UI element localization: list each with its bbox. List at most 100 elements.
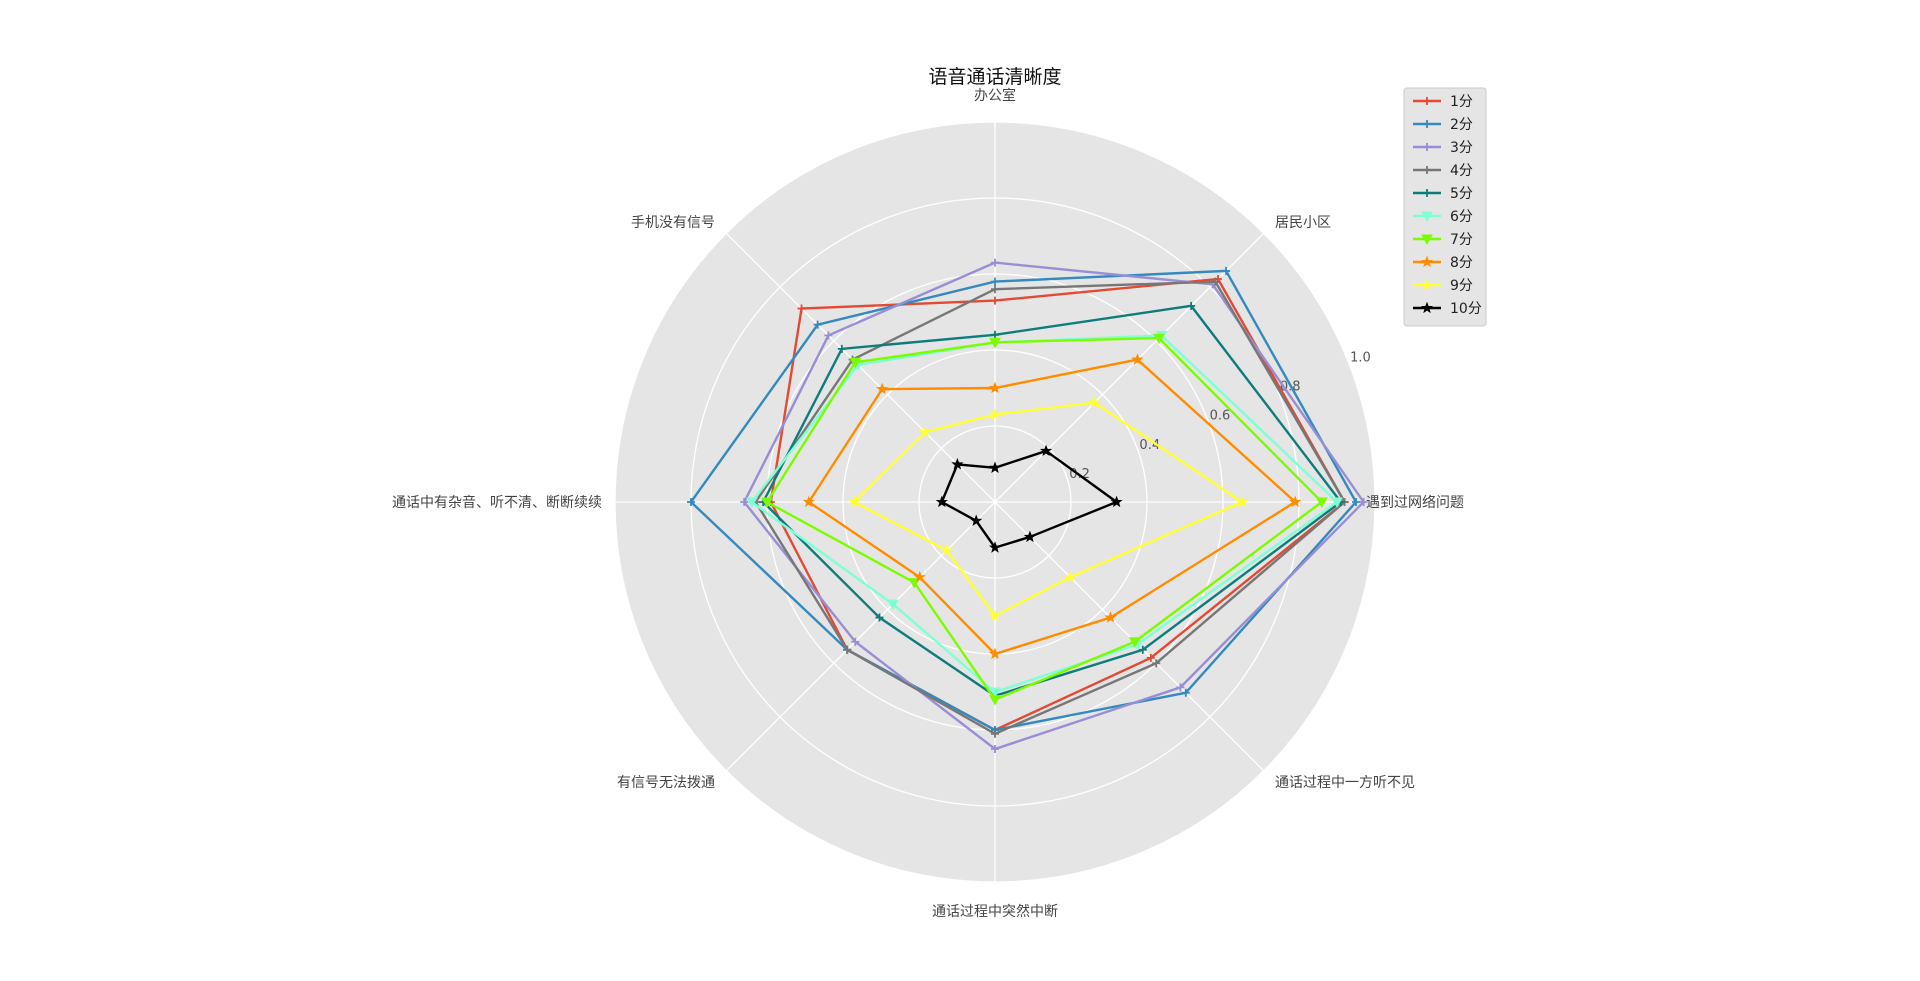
series-point bbox=[843, 645, 852, 654]
series-point bbox=[687, 498, 695, 506]
legend-marker bbox=[1423, 97, 1431, 105]
series-point bbox=[1289, 495, 1302, 508]
legend-marker bbox=[1420, 255, 1434, 268]
series-point bbox=[1176, 683, 1185, 692]
chart-title: 语音通话清晰度 bbox=[928, 66, 1061, 88]
series-point bbox=[991, 258, 999, 267]
category-label: 通话中有杂音、听不清、断断续续 bbox=[392, 494, 602, 511]
series-point bbox=[824, 331, 833, 340]
radar-grid bbox=[614, 121, 1376, 883]
series-point bbox=[1138, 645, 1147, 654]
series-point bbox=[913, 570, 926, 583]
legend-label: 5分 bbox=[1450, 186, 1473, 202]
series-2 bbox=[687, 266, 1360, 734]
series-point bbox=[1352, 498, 1360, 506]
series-point bbox=[876, 382, 889, 395]
series-point bbox=[988, 647, 1002, 660]
series-point bbox=[1110, 495, 1123, 508]
legend-label: 4分 bbox=[1450, 163, 1473, 179]
series-point bbox=[1211, 277, 1220, 286]
legend-label: 2分 bbox=[1450, 117, 1473, 133]
series-point bbox=[1331, 497, 1343, 509]
category-label: 遇到过网络问题 bbox=[1366, 495, 1464, 511]
series-point bbox=[1128, 637, 1141, 648]
legend-marker bbox=[1420, 301, 1434, 314]
legend-label: 9分 bbox=[1450, 278, 1473, 294]
series-point bbox=[988, 541, 1002, 553]
legend-marker bbox=[1423, 189, 1431, 197]
grid-spoke bbox=[725, 232, 996, 503]
legend-label: 10分 bbox=[1450, 301, 1482, 317]
series-point bbox=[1088, 396, 1101, 408]
series-point bbox=[887, 599, 899, 611]
series-point bbox=[935, 495, 948, 508]
radial-tick-label: 1.0 bbox=[1350, 351, 1371, 366]
category-labels: 遇到过网络问题 居民小区 办公室手机没有信号通话中有杂音、听不清、断断续续有信号无法… bbox=[392, 87, 1464, 920]
series-point bbox=[745, 497, 758, 509]
series-9 bbox=[848, 396, 1249, 622]
series-point bbox=[1039, 444, 1053, 457]
grid-spoke bbox=[725, 501, 996, 772]
series-point bbox=[848, 495, 861, 508]
series-7 bbox=[761, 333, 1328, 706]
series-point bbox=[970, 514, 983, 526]
legend-marker bbox=[1420, 278, 1434, 291]
category-label: 通话过程中一方听不见 bbox=[1275, 775, 1415, 791]
series-point bbox=[919, 425, 932, 438]
legend-marker bbox=[1421, 234, 1433, 246]
series-point bbox=[1023, 530, 1036, 543]
legend-item: 3分 bbox=[1413, 140, 1473, 156]
series-point bbox=[875, 613, 884, 622]
series-point bbox=[1359, 498, 1368, 506]
series-point bbox=[991, 277, 999, 286]
series-point bbox=[1315, 497, 1328, 509]
series-point bbox=[797, 304, 806, 313]
series-point bbox=[1146, 653, 1155, 662]
legend-item: 7分 bbox=[1413, 232, 1473, 248]
series-point bbox=[1235, 495, 1249, 508]
series-point bbox=[988, 461, 1002, 473]
category-label: 通话过程中突然中断 bbox=[932, 903, 1058, 920]
series-point bbox=[989, 695, 1001, 706]
series-point bbox=[951, 458, 964, 470]
series-point bbox=[1152, 659, 1161, 668]
series-layer bbox=[687, 258, 1368, 753]
legend-item: 2分 bbox=[1413, 117, 1473, 133]
legend-marker bbox=[1423, 143, 1431, 151]
series-point bbox=[761, 497, 773, 509]
series-10 bbox=[935, 444, 1123, 553]
series-point bbox=[989, 687, 1001, 699]
series-point bbox=[1131, 353, 1144, 365]
series-point bbox=[851, 637, 860, 646]
series-point bbox=[1222, 266, 1231, 275]
legend-marker bbox=[1421, 211, 1433, 223]
series-point bbox=[813, 320, 822, 329]
series-point bbox=[991, 729, 999, 738]
series-point bbox=[1104, 611, 1117, 623]
series-point bbox=[740, 498, 749, 506]
radial-tick-label: 0.6 bbox=[1210, 409, 1231, 424]
legend: 1分 2分 3分 4分 5分 6分 7分 8分 9分 10分 bbox=[1403, 87, 1487, 327]
category-label: 手机没有信号 bbox=[631, 215, 715, 231]
series-8 bbox=[802, 353, 1302, 660]
legend-label: 7分 bbox=[1450, 232, 1473, 248]
series-point bbox=[837, 344, 846, 353]
legend-item: 1分 bbox=[1413, 94, 1473, 110]
series-point bbox=[988, 381, 1002, 394]
legend-item: 10分 bbox=[1413, 301, 1482, 317]
legend-item: 4分 bbox=[1413, 163, 1473, 179]
legend-label: 6分 bbox=[1450, 209, 1473, 225]
radial-tick-label: 0.4 bbox=[1139, 438, 1160, 453]
legend-marker bbox=[1423, 166, 1431, 174]
series-4 bbox=[751, 277, 1349, 738]
series-point bbox=[1187, 301, 1196, 310]
legend-item: 9分 bbox=[1413, 278, 1473, 294]
legend-item: 8分 bbox=[1413, 255, 1473, 271]
category-label: 居民小区 bbox=[1275, 215, 1331, 231]
series-point bbox=[1153, 333, 1165, 345]
legend-label: 1分 bbox=[1450, 94, 1473, 110]
grid-spoke bbox=[994, 501, 1265, 772]
series-point bbox=[940, 544, 953, 556]
series-point bbox=[849, 357, 862, 369]
